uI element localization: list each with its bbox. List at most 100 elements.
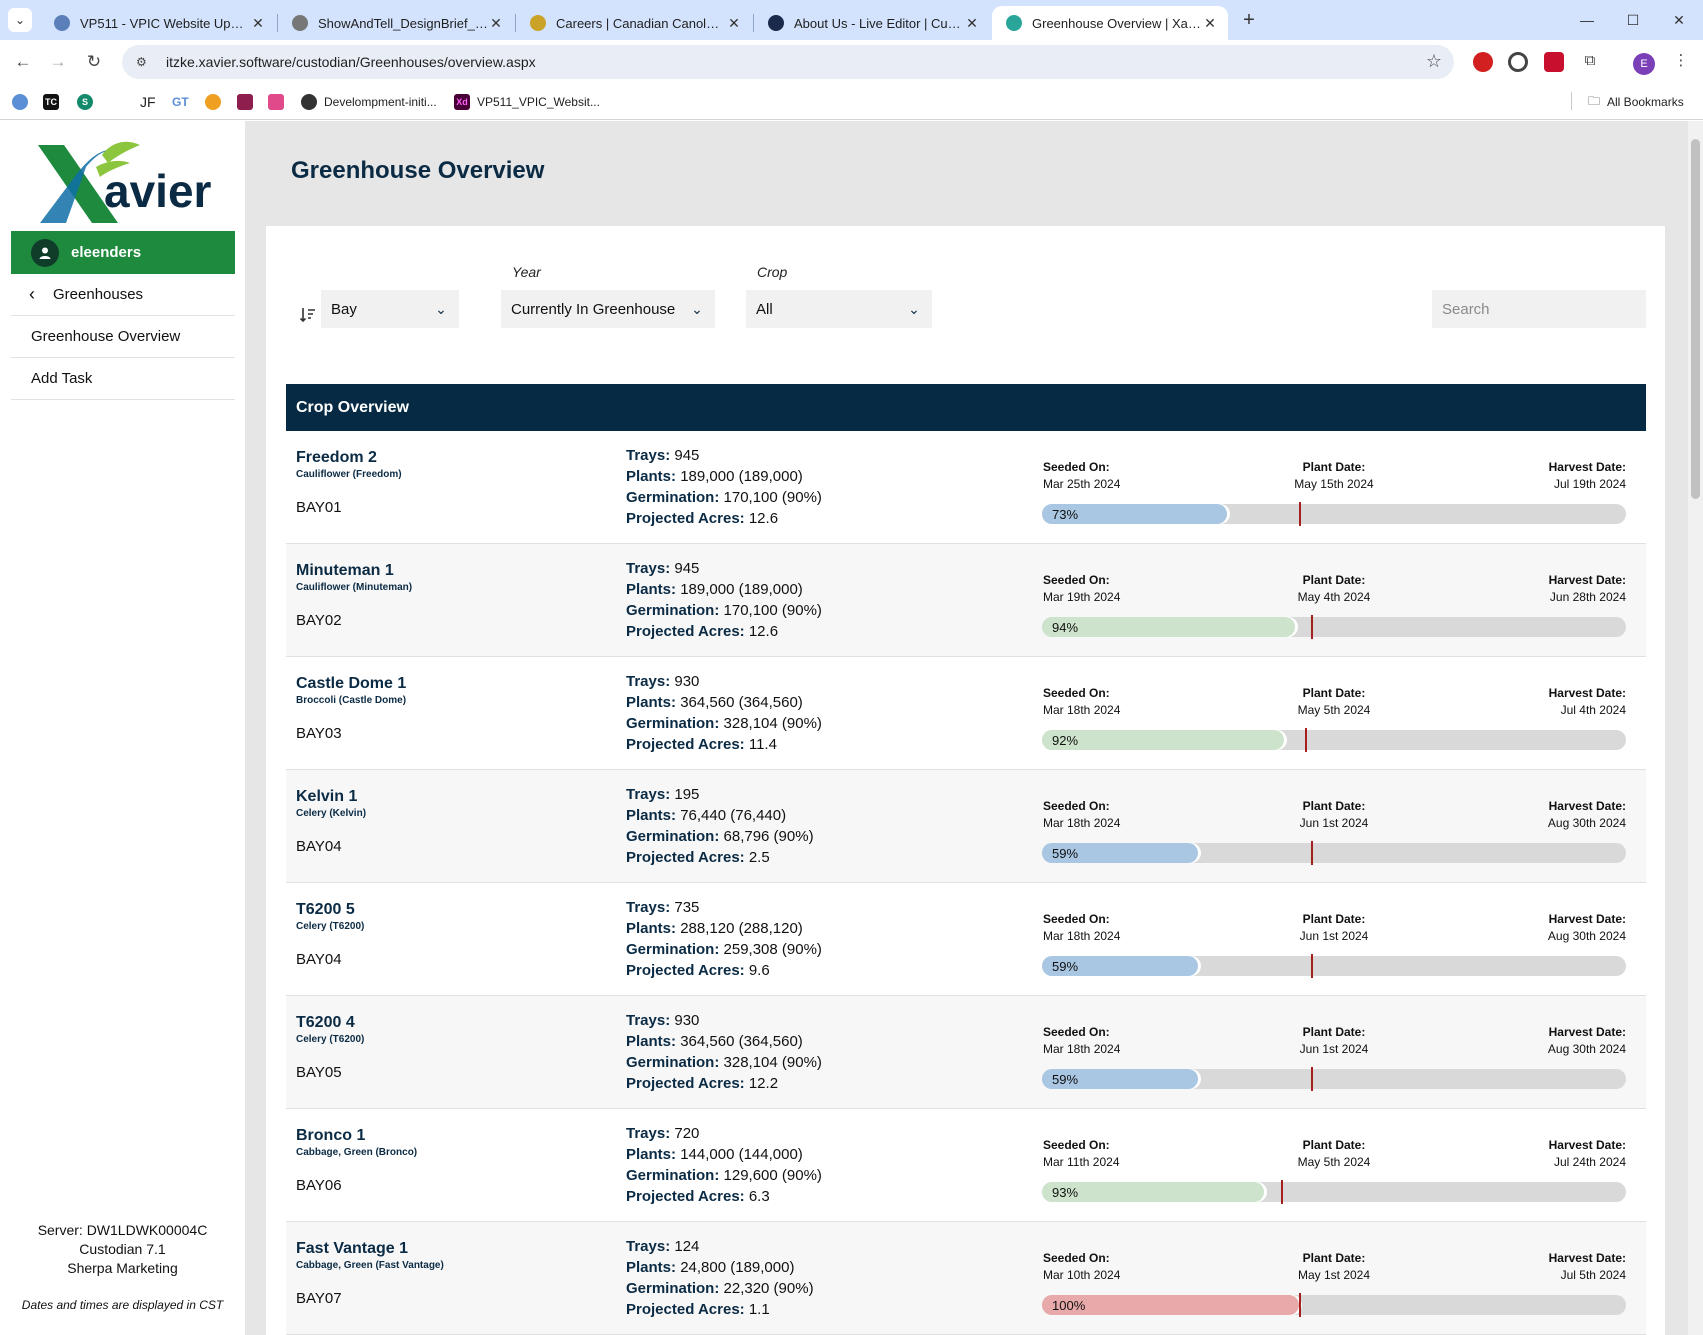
opera-extension-icon[interactable]	[1473, 52, 1493, 72]
bookmark-item[interactable]: JF	[140, 94, 156, 110]
forward-arrow-icon[interactable]: →	[49, 52, 67, 71]
plants-value: 364,560 (364,560)	[680, 1033, 803, 1050]
tab-title: Careers | Canadian Canola Grow	[556, 15, 726, 31]
back-arrow-icon[interactable]: ←	[14, 52, 32, 71]
close-icon[interactable]: ✕	[728, 14, 740, 31]
crop-name[interactable]: Minuteman 1	[296, 562, 394, 579]
seeded-label: Seeded On:	[1043, 1251, 1110, 1265]
search-input[interactable]	[1432, 290, 1646, 328]
close-window-button[interactable]: ✕	[1673, 12, 1685, 28]
acres-line: Projected Acres: 12.6	[626, 621, 822, 642]
bookmark-item[interactable]	[237, 92, 260, 112]
bay-label: BAY06	[296, 1177, 342, 1194]
bookmark-item[interactable]	[205, 92, 228, 112]
crop-name[interactable]: Bronco 1	[296, 1127, 366, 1144]
scrollbar-thumb[interactable]	[1691, 139, 1700, 499]
profile-avatar[interactable]: E	[1633, 53, 1655, 75]
bookmark-favicon	[237, 94, 253, 110]
page-scrollbar[interactable]	[1688, 121, 1703, 1335]
logo-mark-icon: avier	[38, 141, 212, 223]
sort-select[interactable]: Bay ⌄	[321, 290, 459, 328]
crop-name[interactable]: Freedom 2	[296, 449, 377, 466]
close-icon[interactable]: ✕	[1204, 14, 1216, 31]
bookmark-item[interactable]	[268, 92, 291, 112]
bookmark-item[interactable]: Develompment-initi...	[301, 92, 437, 112]
progress-fill	[1042, 730, 1284, 750]
crop-row[interactable]: T6200 5 Celery (T6200) BAY04 Trays: 735 Plan…	[286, 883, 1646, 996]
bookmark-item[interactable]: S	[77, 92, 100, 112]
crop-name[interactable]: Fast Vantage 1	[296, 1240, 409, 1257]
sidebar-item-greenhouse-overview[interactable]: Greenhouse Overview	[11, 316, 235, 358]
bookmark-star-icon[interactable]: ☆	[1425, 51, 1442, 71]
germination-line: Germination: 170,100 (90%)	[626, 487, 822, 508]
acres-value: 12.2	[748, 1075, 779, 1092]
close-icon[interactable]: ✕	[966, 14, 978, 31]
new-tab-button[interactable]: +	[1243, 9, 1255, 31]
bookmark-item[interactable]: Xd VP511_VPIC_Websit...	[454, 92, 600, 112]
extension-icon[interactable]	[1508, 52, 1528, 72]
crop-name[interactable]: Castle Dome 1	[296, 675, 407, 692]
crop-row[interactable]: Castle Dome 1 Broccoli (Castle Dome) BAY03…	[286, 657, 1646, 770]
all-bookmarks[interactable]: 🗀 All Bookmarks	[1588, 92, 1684, 112]
site-info-icon[interactable]: ⚙	[136, 55, 147, 69]
progress-bar: 92%	[1042, 728, 1626, 752]
user-menu[interactable]: eleenders	[11, 231, 235, 274]
germination-label: Germination:	[626, 1054, 720, 1071]
sidebar-item-add-task[interactable]: Add Task	[11, 358, 235, 400]
puzzle-icon[interactable]: ⧉	[1584, 52, 1596, 69]
trays-label: Trays:	[626, 1012, 671, 1029]
seeded-label: Seeded On:	[1043, 1025, 1110, 1039]
seeded-label: Seeded On:	[1043, 573, 1110, 587]
bookmark-item[interactable]: TC	[43, 92, 66, 112]
sidebar-back-greenhouses[interactable]: ‹ Greenhouses	[11, 274, 235, 316]
crop-name[interactable]: T6200 5	[296, 901, 355, 918]
crop-row[interactable]: Kelvin 1 Celery (Kelvin) BAY04 Trays: 195 Pl…	[286, 770, 1646, 883]
sidebar-item-label: Greenhouses	[53, 286, 144, 303]
url-text[interactable]: itzke.xavier.software/custodian/Greenhou…	[166, 54, 536, 70]
browser-tab[interactable]: ShowAndTell_DesignBrief_CCGA ✕	[278, 6, 514, 40]
germination-value: 328,104 (90%)	[723, 1054, 822, 1071]
crop-name[interactable]: Kelvin 1	[296, 788, 358, 805]
close-icon[interactable]: ✕	[490, 14, 502, 31]
timezone-note: Dates and times are displayed in CST	[21, 1298, 224, 1312]
kebab-menu-icon[interactable]: ⋮	[1673, 52, 1689, 69]
reload-icon[interactable]: ↻	[86, 52, 102, 71]
browser-tab[interactable]: Careers | Canadian Canola Grow ✕	[516, 6, 752, 40]
maximize-button[interactable]: ☐	[1626, 12, 1640, 28]
logo-wordmark: avier	[104, 165, 212, 217]
crop-name[interactable]: T6200 4	[296, 1014, 355, 1031]
crop-row[interactable]: Bronco 1 Cabbage, Green (Bronco) BAY06 Tray…	[286, 1109, 1646, 1222]
tab-separator	[277, 14, 278, 32]
year-select[interactable]: Currently In Greenhouse ⌄	[501, 290, 715, 328]
browser-tab-active[interactable]: Greenhouse Overview | Xavier ✕	[992, 6, 1228, 40]
plant-date-marker	[1311, 841, 1313, 865]
crop-stats: Trays: 930 Plants: 364,560 (364,560) Germi…	[626, 671, 822, 755]
browser-tab[interactable]: About Us - Live Editor | Custodi ✕	[754, 6, 990, 40]
harvest-value: Aug 30th 2024	[1547, 1042, 1626, 1056]
seeded-value: Mar 11th 2024	[1043, 1155, 1120, 1169]
acres-line: Projected Acres: 1.1	[626, 1299, 814, 1320]
acres-value: 12.6	[748, 623, 779, 640]
tab-search-button[interactable]: ⌄	[8, 8, 32, 32]
bookmark-item[interactable]	[12, 92, 35, 112]
crop-row[interactable]: Freedom 2 Cauliflower (Freedom) BAY01 Trays…	[286, 431, 1646, 544]
crop-row[interactable]: Minuteman 1 Cauliflower (Minuteman) BAY02 T…	[286, 544, 1646, 657]
extension-icon[interactable]	[1544, 52, 1564, 72]
address-bar[interactable]: ⚙ itzke.xavier.software/custodian/Greenh…	[122, 45, 1454, 79]
plant-date-label: Plant Date:	[1302, 1251, 1366, 1265]
crop-row[interactable]: Fast Vantage 1 Cabbage, Green (Fast Vanta…	[286, 1222, 1646, 1335]
bookmark-item[interactable]: GT	[172, 95, 189, 109]
sort-icon[interactable]	[299, 306, 317, 324]
crop-row[interactable]: T6200 4 Celery (T6200) BAY05 Trays: 930 Plan…	[286, 996, 1646, 1109]
browser-tab[interactable]: VP511 - VPIC Website Update | ✕	[40, 6, 276, 40]
seeded-value: Mar 18th 2024	[1043, 929, 1121, 943]
harvest-value: Jun 28th 2024	[1549, 590, 1626, 604]
server-name: Server: DW1LDWK00004C	[37, 1222, 208, 1238]
crop-select[interactable]: All ⌄	[746, 290, 932, 328]
bay-label: BAY04	[296, 838, 342, 855]
harvest-date: Harvest Date: Jul 24th 2024	[1549, 1137, 1626, 1171]
seeded-date: Seeded On: Mar 19th 2024	[1043, 572, 1120, 606]
close-icon[interactable]: ✕	[252, 14, 264, 31]
xavier-logo[interactable]: avier	[36, 137, 216, 229]
minimize-button[interactable]: —	[1580, 12, 1594, 28]
